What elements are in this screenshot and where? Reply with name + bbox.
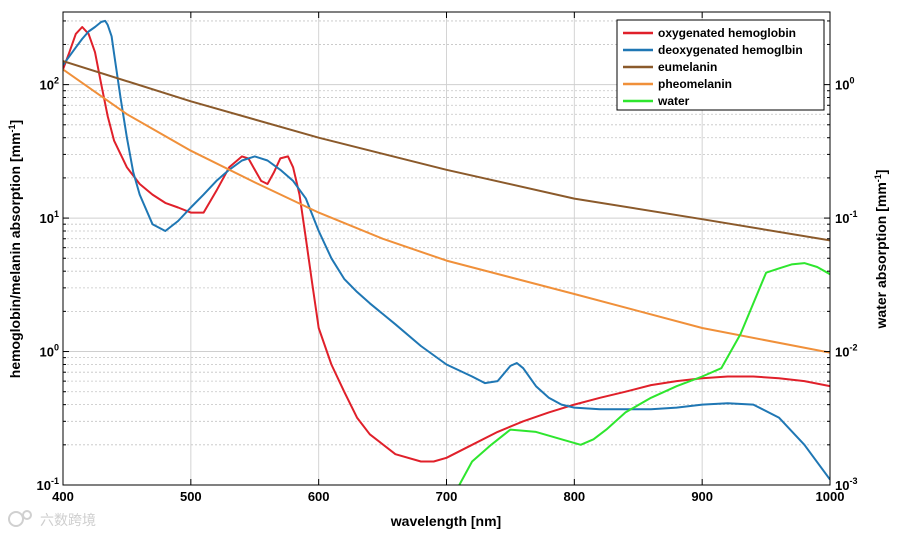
watermark-text: 六数跨境 (40, 513, 96, 529)
x-tick-label: 700 (436, 489, 458, 504)
x-tick-label: 800 (563, 489, 585, 504)
left-tick-label: 10-1 (37, 476, 59, 493)
x-tick-label: 500 (180, 489, 202, 504)
y-axis-label-left: hemoglobin/melanin absorption [mm-1] (7, 120, 23, 378)
legend-label: pheomelanin (658, 77, 732, 91)
watermark-logo-icon (8, 511, 24, 527)
right-tick-label: 10-3 (835, 476, 857, 493)
series-eumelanin (63, 60, 830, 242)
watermark: 六数跨境 (8, 510, 96, 529)
left-axis-ticks: 10-1 100 101 102 (37, 20, 69, 493)
series-oxygenated-hemoglobin (63, 26, 830, 463)
x-tick-label: 600 (308, 489, 330, 504)
left-tick-label: 101 (40, 209, 59, 226)
series-pheomelanin (63, 68, 830, 354)
x-tick-label: 900 (691, 489, 713, 504)
x-tick-label: 1000 (816, 489, 845, 504)
y-axis-label-right: water absorption [mm-1] (873, 170, 889, 330)
left-tick-label: 100 (40, 343, 59, 360)
data-curves (63, 19, 830, 485)
legend-label: oxygenated hemoglobin (658, 26, 796, 40)
legend-label: water (657, 94, 690, 108)
x-axis-ticks: 400 500 600 700 800 900 1000 (52, 12, 844, 504)
right-tick-label: 10-2 (835, 343, 857, 360)
legend-label: eumelanin (658, 60, 717, 74)
watermark-logo-dot-icon (22, 510, 32, 520)
legend: oxygenated hemoglobin deoxygenated hemogl… (616, 19, 825, 111)
x-axis-label: wavelength [nm] (390, 513, 501, 529)
series-water (458, 262, 830, 485)
right-axis-ticks: 10-3 10-2 10-1 100 (824, 20, 857, 493)
x-tick-label: 400 (52, 489, 74, 504)
left-tick-label: 102 (40, 76, 59, 93)
series-deoxygenated-hemoglbin (63, 19, 830, 481)
right-tick-label: 10-1 (835, 209, 857, 226)
right-tick-label: 100 (835, 76, 854, 93)
legend-label: deoxygenated hemoglbin (658, 43, 803, 57)
legend-box (616, 19, 825, 111)
